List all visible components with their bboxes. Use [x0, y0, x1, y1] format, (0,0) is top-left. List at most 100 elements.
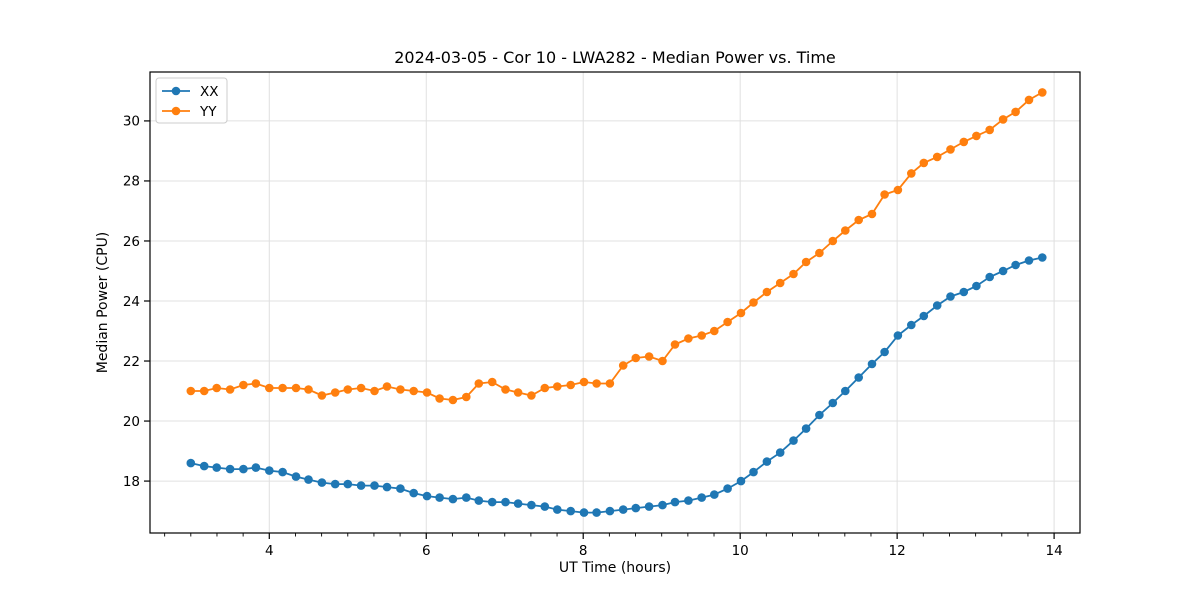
data-point — [801, 257, 811, 267]
data-point — [291, 383, 301, 393]
data-point — [527, 500, 536, 510]
data-point — [513, 499, 523, 508]
legend-marker-icon — [171, 86, 181, 96]
data-point — [972, 131, 981, 141]
data-point — [998, 115, 1008, 124]
data-point — [304, 475, 313, 484]
y-tick-label: 24 — [123, 294, 140, 310]
y-tick-label: 20 — [123, 414, 140, 430]
data-point — [670, 340, 680, 349]
y-tick-label: 26 — [123, 234, 140, 250]
data-point — [1011, 107, 1020, 117]
data-point — [631, 503, 641, 513]
data-point — [239, 464, 248, 474]
data-point — [212, 463, 221, 472]
x-tick-label: 6 — [422, 543, 431, 559]
series-yy — [186, 88, 1047, 405]
data-point — [631, 353, 641, 363]
data-point — [932, 152, 942, 162]
legend: XX YY — [155, 77, 228, 124]
x-tick-label: 8 — [579, 543, 588, 559]
data-point — [186, 386, 196, 396]
data-point — [265, 466, 274, 475]
data-point — [959, 137, 969, 147]
data-series — [186, 88, 1047, 517]
data-point — [919, 158, 929, 168]
data-point — [697, 493, 706, 502]
data-point — [828, 398, 838, 408]
data-point — [330, 388, 340, 397]
data-point — [448, 395, 458, 405]
data-point — [462, 392, 471, 402]
data-point — [658, 356, 667, 366]
data-point — [186, 458, 196, 468]
data-point — [382, 482, 392, 492]
data-point — [370, 481, 379, 490]
data-point — [592, 508, 601, 517]
data-point — [251, 379, 261, 388]
data-point — [513, 388, 523, 397]
data-point — [343, 385, 353, 394]
series-xx — [186, 253, 1047, 517]
data-point — [304, 385, 313, 394]
data-point — [1011, 260, 1020, 270]
data-point — [710, 490, 719, 499]
x-tick-label: 12 — [889, 543, 906, 559]
data-point — [356, 383, 366, 393]
data-point — [867, 209, 877, 219]
data-point — [815, 248, 824, 258]
legend-label: XX — [200, 84, 219, 100]
data-point — [579, 508, 589, 517]
data-point — [1024, 256, 1034, 265]
data-point — [487, 497, 497, 507]
data-point — [658, 500, 667, 510]
data-point — [815, 410, 824, 420]
data-point — [553, 382, 562, 391]
data-point — [566, 380, 575, 390]
y-tick-label: 18 — [123, 474, 140, 490]
data-point — [736, 308, 746, 318]
data-point — [907, 320, 916, 330]
data-point — [265, 383, 274, 393]
data-point — [618, 361, 628, 370]
data-point — [225, 464, 235, 474]
data-point — [199, 386, 209, 396]
x-tick-label: 14 — [1046, 543, 1063, 559]
data-point — [775, 278, 785, 288]
data-point — [723, 484, 732, 493]
data-point — [1038, 88, 1047, 97]
data-point — [959, 287, 969, 297]
data-point — [540, 502, 550, 511]
data-point — [670, 497, 680, 507]
data-point — [880, 347, 889, 357]
data-point — [422, 388, 432, 397]
data-point — [605, 506, 615, 516]
data-point — [749, 467, 758, 477]
data-point — [435, 493, 444, 502]
chart-title: 2024-03-05 - Cor 10 - LWA282 - Median Po… — [394, 48, 836, 67]
data-point — [723, 317, 732, 327]
data-point — [435, 394, 444, 403]
data-point — [644, 502, 654, 511]
data-point — [710, 326, 719, 336]
data-point — [343, 479, 353, 489]
data-point — [527, 391, 536, 400]
data-point — [251, 463, 261, 472]
data-point — [356, 481, 366, 490]
legend-entry-xx: XX — [162, 84, 219, 100]
data-point — [762, 287, 772, 297]
data-point — [409, 488, 419, 498]
series-line-yy — [190, 91, 1043, 401]
data-point — [907, 169, 916, 178]
data-point — [579, 377, 589, 387]
data-point — [919, 311, 929, 321]
data-point — [801, 424, 811, 433]
data-point — [828, 236, 838, 246]
data-point — [540, 383, 550, 393]
axis-ticks: 4 6 8 10 12 14 18 20 22 24 26 28 30 — [123, 114, 1063, 559]
data-point — [775, 448, 785, 457]
data-point — [880, 190, 889, 199]
data-point — [985, 272, 994, 282]
data-point — [382, 382, 392, 391]
